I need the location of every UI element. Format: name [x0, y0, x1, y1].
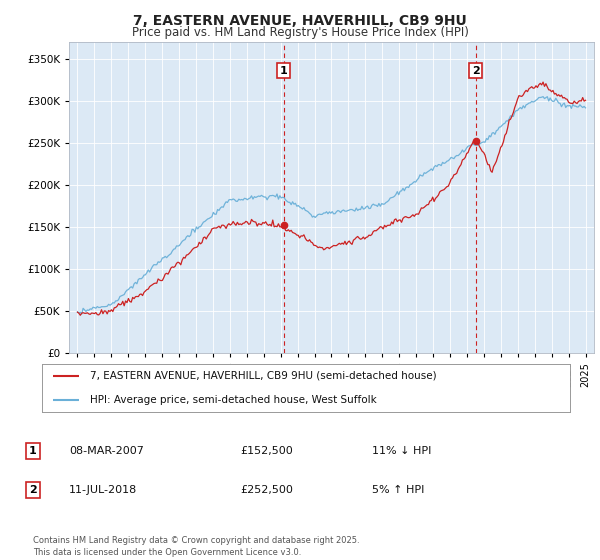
- Text: 5% ↑ HPI: 5% ↑ HPI: [372, 485, 424, 495]
- Text: 2: 2: [29, 485, 37, 495]
- Text: 1: 1: [29, 446, 37, 456]
- Text: Price paid vs. HM Land Registry's House Price Index (HPI): Price paid vs. HM Land Registry's House …: [131, 26, 469, 39]
- Text: HPI: Average price, semi-detached house, West Suffolk: HPI: Average price, semi-detached house,…: [89, 395, 376, 405]
- Text: 11-JUL-2018: 11-JUL-2018: [69, 485, 137, 495]
- Text: 08-MAR-2007: 08-MAR-2007: [69, 446, 144, 456]
- Text: 11% ↓ HPI: 11% ↓ HPI: [372, 446, 431, 456]
- Text: 7, EASTERN AVENUE, HAVERHILL, CB9 9HU (semi-detached house): 7, EASTERN AVENUE, HAVERHILL, CB9 9HU (s…: [89, 371, 436, 381]
- Text: £152,500: £152,500: [240, 446, 293, 456]
- Text: 7, EASTERN AVENUE, HAVERHILL, CB9 9HU: 7, EASTERN AVENUE, HAVERHILL, CB9 9HU: [133, 14, 467, 28]
- Text: Contains HM Land Registry data © Crown copyright and database right 2025.
This d: Contains HM Land Registry data © Crown c…: [33, 536, 359, 557]
- Text: 2: 2: [472, 66, 479, 76]
- Text: 1: 1: [280, 66, 287, 76]
- Text: £252,500: £252,500: [240, 485, 293, 495]
